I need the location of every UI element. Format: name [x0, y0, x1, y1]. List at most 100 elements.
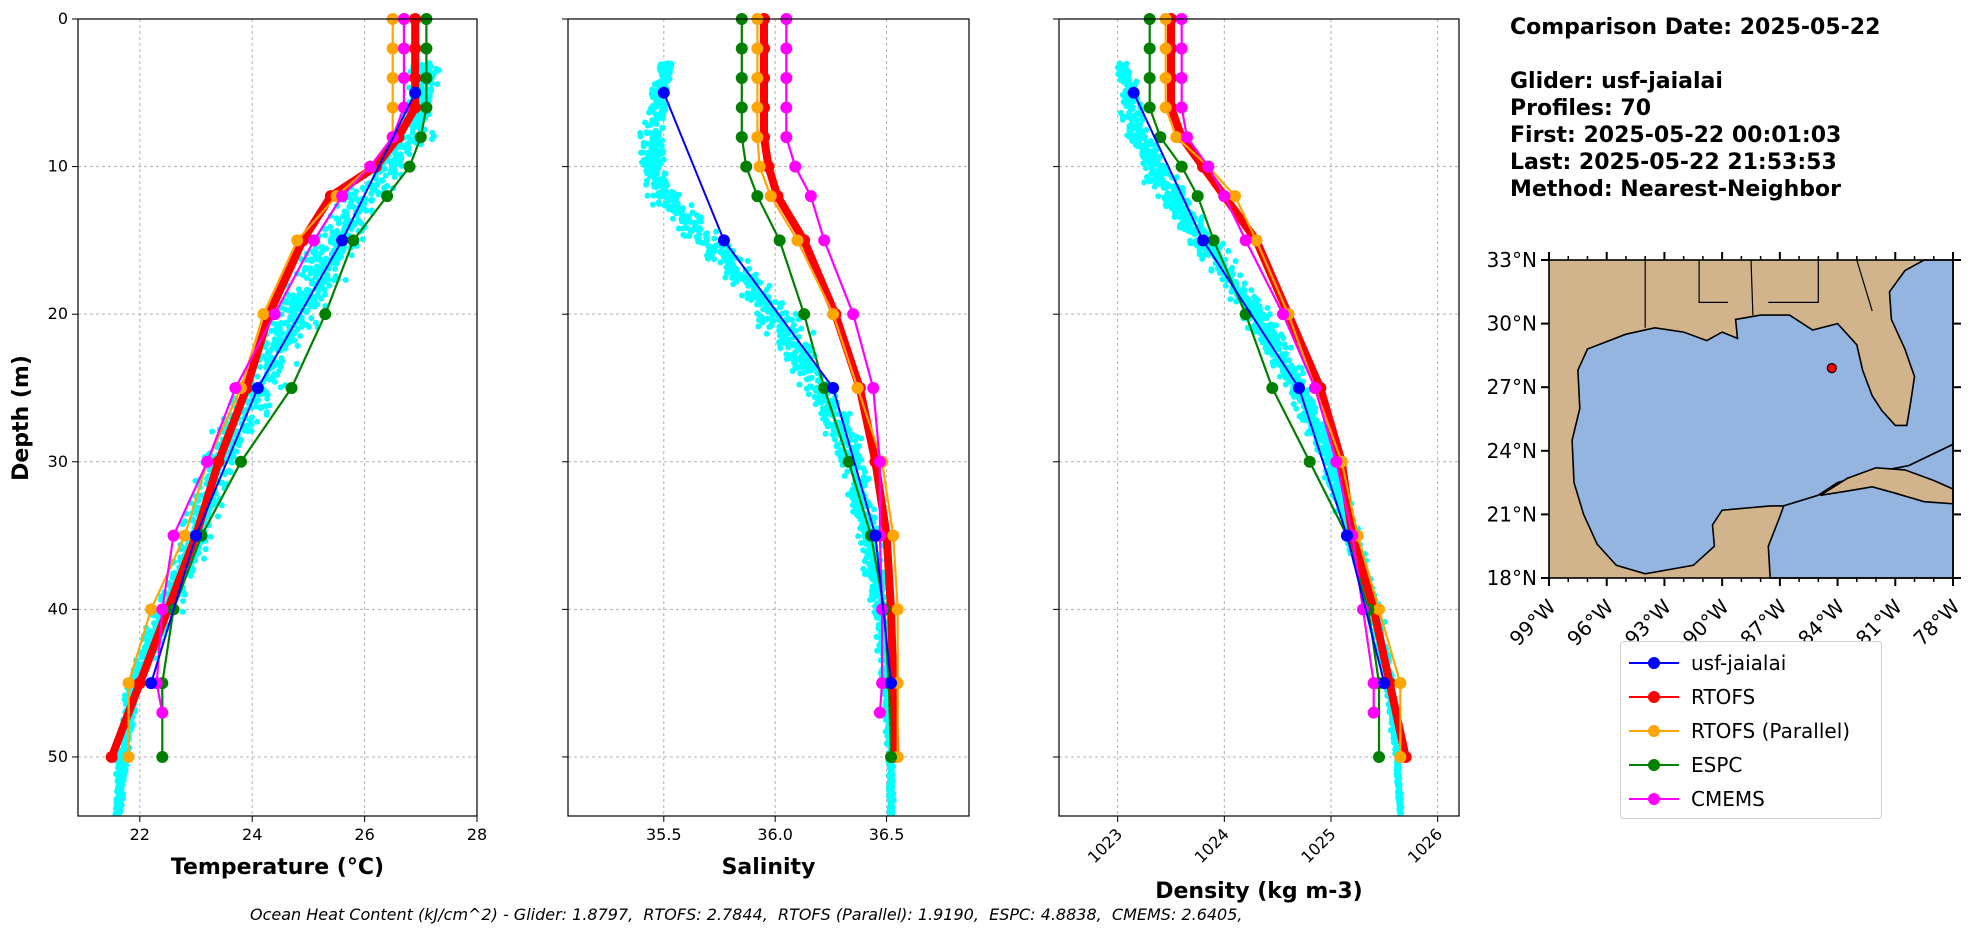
scatter-point [170, 570, 177, 577]
scatter-point [738, 292, 745, 299]
scatter-point [702, 231, 709, 238]
scatter-point [675, 225, 682, 232]
scatter-point [1287, 378, 1294, 385]
scatter-point [1290, 368, 1297, 375]
series-point [885, 750, 898, 763]
scatter-point [792, 310, 799, 317]
scatter-point [343, 209, 350, 216]
series-point [1266, 381, 1279, 394]
scatter-point [860, 527, 867, 534]
scatter-point [788, 316, 795, 323]
scatter-point [1189, 240, 1196, 247]
scatter-point [207, 533, 214, 540]
series-point [386, 101, 399, 114]
scatter-point [420, 88, 427, 95]
scatter-point [683, 213, 690, 220]
scatter-point [1141, 179, 1148, 186]
scatter-point [368, 197, 375, 204]
scatter-point [754, 310, 761, 317]
series-point [1127, 86, 1140, 99]
scatter-point [865, 475, 872, 482]
scatter-point [696, 216, 703, 223]
legend-label: CMEMS [1691, 787, 1765, 811]
scatter-point [123, 761, 130, 768]
series-point [420, 101, 433, 114]
scatter-point [663, 201, 670, 208]
scatter-point [308, 315, 315, 322]
scatter-point [865, 560, 872, 567]
scatter-point [1158, 171, 1165, 178]
scatter-point [318, 249, 325, 256]
series-point [1181, 131, 1193, 144]
state-border [1856, 259, 1873, 312]
scatter-point [777, 345, 784, 352]
scatter-point [848, 432, 855, 439]
scatter-point [659, 80, 666, 87]
scatter-point [1142, 165, 1149, 172]
series-point [1373, 750, 1385, 763]
series-point [1159, 42, 1172, 55]
scatter-point [778, 323, 785, 330]
scatter-point [763, 330, 770, 337]
y-tick-label: 40 [48, 599, 68, 618]
scatter-point [398, 154, 405, 161]
series-point [386, 72, 399, 85]
scatter-point [122, 739, 129, 746]
series-point [1309, 381, 1321, 394]
series-point [753, 160, 766, 173]
scatter-point [819, 405, 826, 412]
scatter-point [744, 257, 751, 264]
scatter-point [661, 69, 668, 76]
scatter-point [650, 192, 657, 199]
series-point [1293, 381, 1305, 394]
scatter-point [659, 125, 666, 132]
y-tick-label: 10 [48, 157, 68, 176]
scatter-point [813, 385, 820, 392]
series-point [1367, 706, 1380, 719]
series-point [1175, 42, 1188, 55]
ohc-footer: Ocean Heat Content (kJ/cm^2) - Glider: 1… [250, 905, 1243, 924]
series-point [1197, 234, 1209, 247]
scatter-point [241, 407, 248, 414]
scatter-point [860, 547, 867, 554]
scatter-point [202, 546, 209, 553]
scatter-point [1237, 272, 1244, 279]
series-point [1154, 131, 1167, 144]
scatter-point [277, 338, 284, 345]
scatter-point [271, 378, 278, 385]
series-point [780, 131, 793, 144]
scatter-point [1222, 282, 1229, 289]
scatter-point [1198, 214, 1205, 221]
legend-label: ESPC [1691, 753, 1743, 777]
x-tick-label: 35.5 [646, 825, 682, 844]
scatter-point [829, 431, 836, 438]
scatter-point [772, 299, 779, 306]
series-point [1191, 190, 1204, 203]
series-point [798, 308, 811, 321]
scatter-point [271, 336, 278, 343]
scatter-point [740, 275, 747, 282]
scatter-point [388, 166, 395, 173]
lon-label: 99°W [1505, 594, 1561, 650]
scatter-point [383, 183, 390, 190]
scatter-point [1288, 362, 1295, 369]
scatter-point [276, 367, 283, 374]
scatter-point [1133, 116, 1140, 123]
series-point [1159, 101, 1172, 114]
scatter-point [1282, 374, 1289, 381]
scatter-point [791, 359, 798, 366]
series-point [887, 529, 900, 542]
scatter-point [1123, 60, 1130, 67]
x-tick-label: 1024 [1191, 825, 1233, 867]
series-point [1218, 190, 1231, 203]
scatter-point [888, 786, 895, 793]
scatter-point [1394, 782, 1401, 789]
legend-swatch [1629, 653, 1679, 673]
scatter-point [374, 180, 381, 187]
scatter-point [1274, 336, 1281, 343]
scatter-point [711, 235, 718, 242]
scatter-point [121, 692, 128, 699]
scatter-point [187, 572, 194, 579]
scatter-point [806, 375, 813, 382]
scatter-point [870, 563, 877, 570]
